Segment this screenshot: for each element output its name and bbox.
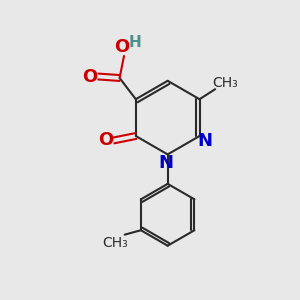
Text: O: O [98,131,113,149]
Text: N: N [159,154,174,172]
Text: H: H [129,35,142,50]
Text: O: O [82,68,98,85]
Text: N: N [197,132,212,150]
Text: O: O [114,38,129,56]
Text: CH₃: CH₃ [212,76,238,90]
Text: CH₃: CH₃ [102,236,128,250]
